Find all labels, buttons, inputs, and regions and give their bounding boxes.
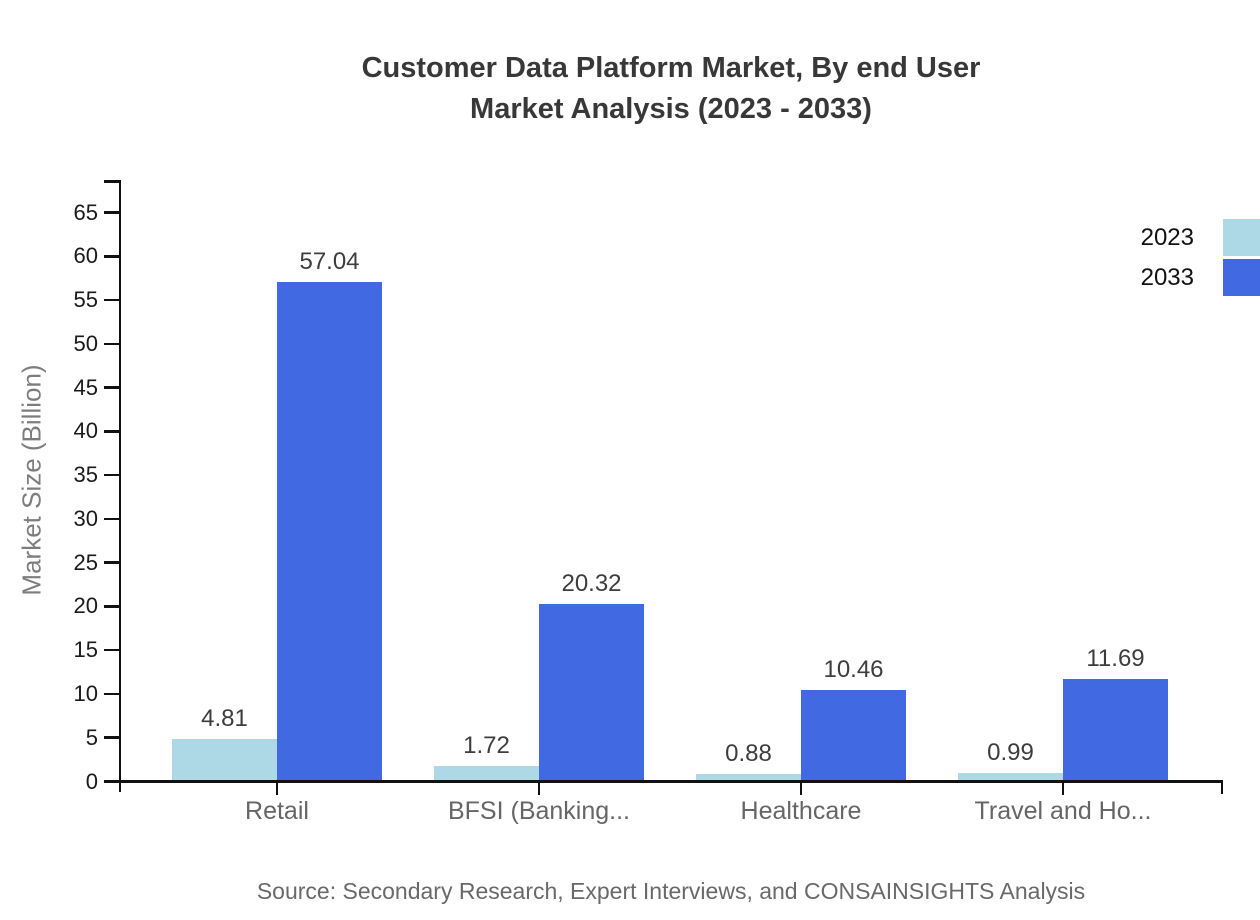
x-tick-0 — [275, 782, 279, 795]
y-tick-30 — [104, 517, 120, 521]
legend: 2023 2033 — [1141, 219, 1260, 299]
x-tick-2 — [799, 782, 803, 795]
value-label-2033-3: 11.69 — [1086, 645, 1145, 673]
y-tick-0 — [104, 780, 120, 783]
category-label-3: Travel and Ho... — [974, 797, 1152, 825]
bar-2023-0 — [172, 739, 277, 782]
y-tick-label-15: 15 — [73, 637, 98, 663]
y-tick-label-60: 60 — [73, 243, 98, 269]
y-tick-label-5: 5 — [85, 724, 98, 750]
y-tick-20 — [104, 605, 120, 608]
y-tick-40 — [104, 430, 120, 433]
y-tick-15 — [104, 648, 120, 652]
y-tick-label-0: 0 — [85, 768, 98, 794]
value-label-2023-2: 0.88 — [725, 739, 772, 767]
y-tick-label-55: 55 — [73, 287, 98, 313]
y-tick-60 — [104, 255, 120, 258]
chart-title-line2: Market Analysis (2023 - 2033) — [470, 93, 872, 125]
x-tick-3 — [1061, 782, 1065, 795]
chart-title-line1: Customer Data Platform Market, By end Us… — [361, 52, 981, 84]
y-tick-35 — [104, 473, 120, 477]
y-tick-label-40: 40 — [73, 418, 98, 444]
bar-2023-2 — [696, 773, 801, 782]
x-axis-line — [118, 780, 1224, 783]
legend-swatch-2033-icon — [1223, 259, 1260, 296]
chart-title: Customer Data Platform Market, By end Us… — [120, 48, 1222, 130]
bar-2023-1 — [434, 766, 539, 782]
y-axis-line — [118, 180, 122, 792]
y-tick-65 — [104, 211, 120, 214]
value-label-2023-1: 1.72 — [463, 732, 510, 760]
y-tick-45 — [104, 386, 120, 389]
y-tick-label-25: 25 — [73, 549, 98, 575]
value-label-2033-0: 57.04 — [299, 248, 360, 276]
bar-2033-0 — [277, 282, 382, 782]
y-tick-10 — [104, 692, 120, 696]
value-label-2033-1: 20.32 — [561, 569, 622, 597]
y-tick-55 — [104, 298, 120, 302]
value-label-2023-3: 0.99 — [987, 738, 1034, 766]
bar-2033-2 — [801, 689, 906, 782]
y-axis-top-cap — [104, 180, 120, 183]
y-tick-label-10: 10 — [73, 680, 98, 706]
y-tick-label-50: 50 — [73, 330, 98, 356]
legend-item-2023: 2023 — [1141, 219, 1260, 256]
legend-item-2033: 2033 — [1141, 259, 1260, 296]
value-label-2033-2: 10.46 — [823, 655, 884, 683]
category-label-0: Retail — [245, 797, 309, 825]
legend-label-2033: 2033 — [1140, 263, 1194, 291]
y-tick-label-20: 20 — [73, 593, 98, 619]
y-tick-5 — [104, 736, 120, 739]
bar-2033-1 — [539, 603, 644, 782]
category-label-2: Healthcare — [740, 797, 862, 825]
y-tick-label-45: 45 — [73, 374, 98, 400]
value-label-2023-0: 4.81 — [201, 705, 248, 733]
bar-2033-3 — [1063, 679, 1168, 782]
legend-label-2023: 2023 — [1140, 223, 1194, 251]
x-axis-right-cap — [1220, 780, 1224, 795]
legend-swatch-2023-icon — [1223, 219, 1260, 256]
y-tick-50 — [104, 342, 120, 346]
category-label-1: BFSI (Banking... — [447, 797, 631, 825]
y-tick-label-65: 65 — [73, 199, 98, 225]
source-note: Source: Secondary Research, Expert Inter… — [256, 878, 1086, 904]
y-tick-25 — [104, 561, 120, 564]
bar-2023-3 — [958, 772, 1063, 782]
x-tick-1 — [537, 782, 541, 795]
y-tick-label-30: 30 — [73, 505, 98, 531]
y-tick-label-35: 35 — [73, 462, 98, 488]
